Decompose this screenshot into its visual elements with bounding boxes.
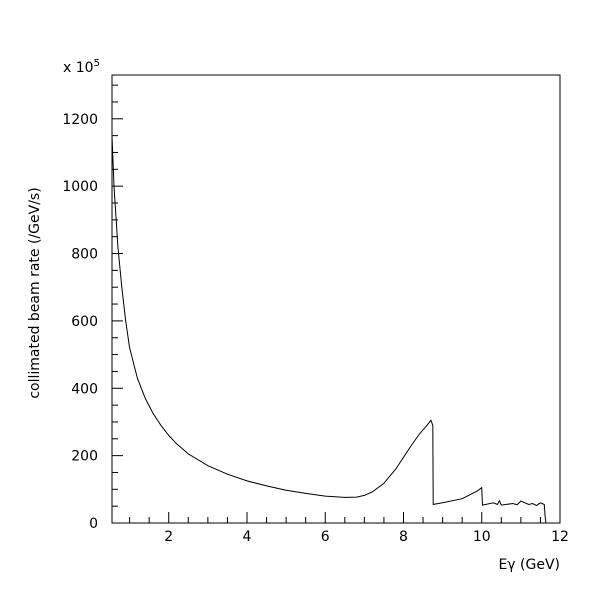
x-tick-label: 12	[551, 529, 569, 545]
y-tick-label: 400	[71, 381, 98, 397]
y-tick-label: 600	[71, 314, 98, 330]
y-axis-title: collimated beam rate (/GeV/s)	[27, 187, 43, 398]
y-multiplier-exponent: 5	[94, 58, 100, 69]
y-multiplier-label: x 105	[63, 58, 100, 76]
plot-frame	[111, 74, 561, 524]
x-tick-label: 2	[164, 529, 173, 545]
y-tick-label: 0	[89, 516, 98, 532]
x-tick-label: 4	[243, 529, 252, 545]
x-axis: 2 4 6 8 10 12	[129, 512, 569, 545]
y-tick-label: 200	[71, 449, 98, 465]
y-tick-label: 1200	[62, 112, 98, 128]
y-tick-label: 1000	[62, 179, 98, 195]
x-tick-label: 10	[473, 529, 491, 545]
y-tick-label: 800	[71, 247, 98, 263]
x-tick-label: 8	[399, 529, 408, 545]
x-axis-title: Eγ (GeV)	[498, 557, 560, 573]
series-line	[111, 135, 547, 524]
x-tick-label: 6	[321, 529, 330, 545]
y-axis: 0 200 400 600 800 1000 1200	[62, 84, 123, 532]
